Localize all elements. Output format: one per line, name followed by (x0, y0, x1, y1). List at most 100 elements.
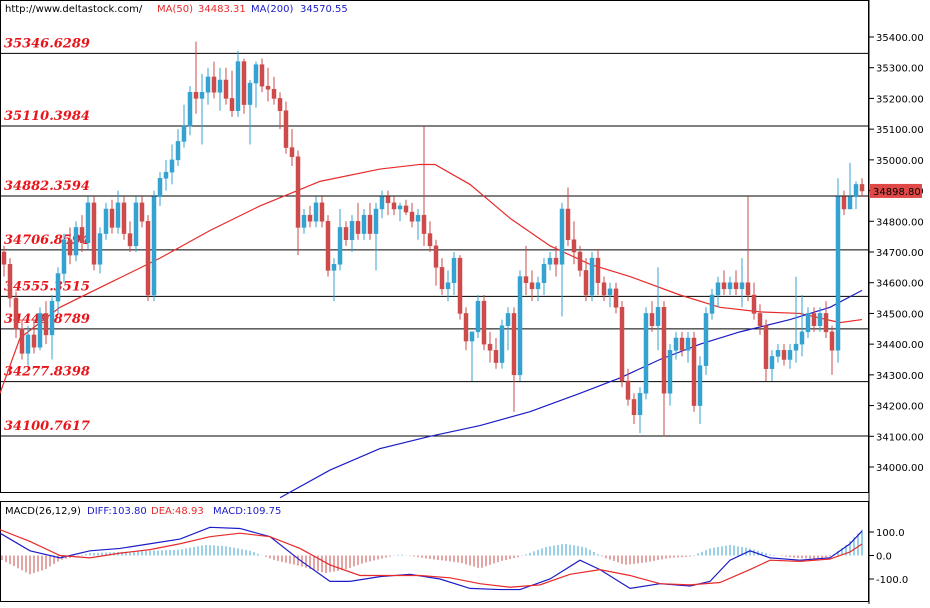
candle-up (787, 350, 793, 360)
candle-up (73, 227, 79, 256)
candle-up (115, 202, 121, 228)
candle-up (727, 282, 733, 290)
candle-up (61, 239, 67, 274)
macd-label: MACD(26,12,9) (5, 506, 81, 517)
candle-down (571, 239, 577, 253)
candle-up (169, 159, 175, 173)
candle-down (439, 267, 445, 290)
candle-down (403, 205, 409, 213)
candle-down (265, 85, 271, 90)
candle-up (175, 141, 181, 161)
candle-down (625, 380, 631, 400)
candle-down (319, 202, 325, 222)
candle-down (493, 350, 499, 363)
candle-up (793, 343, 799, 351)
macd-value: MACD:109.75 (213, 506, 281, 517)
ma50-label: MA(50) (157, 4, 193, 15)
price-tick-label: 35200.00 (876, 94, 924, 105)
candle-up (475, 300, 481, 333)
macd-axis: 100.0 0.0 -100.0 (869, 528, 908, 586)
candle-up (349, 221, 355, 240)
candle-down (757, 313, 763, 326)
candle-up (235, 61, 241, 111)
candle-down (751, 294, 757, 314)
macd-tick-label: 0.0 (876, 552, 892, 563)
macd-dea-line (0, 529, 863, 588)
candle-down (745, 282, 751, 296)
candle-down (145, 221, 151, 296)
candle-up (517, 276, 523, 376)
candle-up (835, 196, 841, 351)
candle-down (139, 202, 145, 222)
candle-down (523, 276, 529, 283)
candle-up (415, 214, 421, 222)
candle-down (223, 79, 229, 99)
price-axis: 35400.00 35300.00 35200.00 35100.00 35000.00… (869, 33, 924, 474)
candle-up (799, 331, 805, 345)
candle-up (181, 125, 187, 142)
candle-up (163, 171, 169, 179)
candle-down (619, 307, 625, 382)
candle-down (577, 251, 583, 271)
candle-up (853, 184, 859, 197)
ma200-value: 34570.55 (300, 4, 348, 15)
ma200-line (279, 289, 863, 499)
candle-up (451, 257, 457, 283)
macd-dea: DEA:48.93 (151, 506, 204, 517)
candle-up (703, 313, 709, 366)
candle-down (283, 110, 289, 148)
candle-down (721, 282, 727, 290)
candle-up (739, 282, 745, 290)
candle-down (841, 196, 847, 210)
candle-down (19, 328, 25, 354)
candle-down (691, 337, 697, 406)
site-url[interactable]: http://www.deltastock.com/ (5, 4, 143, 15)
candle-down (613, 288, 619, 308)
price-tick-label: 34700.00 (876, 248, 924, 259)
candle-down (67, 239, 73, 256)
candle-down (91, 202, 97, 265)
candle-down (343, 227, 349, 240)
candle-up (217, 79, 223, 93)
price-tick-label: 34800.00 (876, 217, 924, 228)
candle-down (289, 147, 295, 158)
candle-up (559, 208, 565, 265)
candle-down (277, 98, 283, 111)
candle-down (529, 282, 535, 290)
price-tick-label: 34000.00 (876, 463, 924, 474)
price-tick-label: 34300.00 (876, 371, 924, 382)
price-tick-label: 34100.00 (876, 432, 924, 443)
candle-down (391, 202, 397, 210)
level-label: 34100.7617 (4, 419, 90, 434)
candle-up (643, 313, 649, 394)
candle-down (679, 337, 685, 351)
candle-down (13, 297, 19, 330)
candle-down (859, 184, 865, 192)
candle-down (211, 76, 217, 93)
candle-up (133, 202, 139, 247)
candle-down (1, 251, 7, 265)
candle-up (205, 76, 211, 93)
candle-up (373, 208, 379, 234)
price-tick-label: 34600.00 (876, 279, 924, 290)
candle-up (709, 294, 715, 314)
candle-up (253, 64, 259, 84)
candle-up (199, 92, 205, 99)
price-tag-layer: 34898.80 (870, 183, 922, 198)
candle-up (847, 196, 853, 210)
candle-down (307, 214, 313, 222)
candle-down (565, 208, 571, 240)
candle-up (589, 257, 595, 296)
candle-down (823, 313, 829, 333)
candle-up (535, 282, 541, 290)
candle-up (379, 196, 385, 210)
candle-up (97, 233, 103, 265)
candle-up (541, 264, 547, 283)
candle-up (37, 313, 43, 348)
ma200-label: MA(200) (251, 4, 293, 15)
candle-up (55, 273, 61, 302)
candle-down (7, 264, 13, 299)
candle-down (31, 334, 37, 348)
candle-down (295, 156, 301, 228)
price-tick-label: 34400.00 (876, 340, 924, 351)
